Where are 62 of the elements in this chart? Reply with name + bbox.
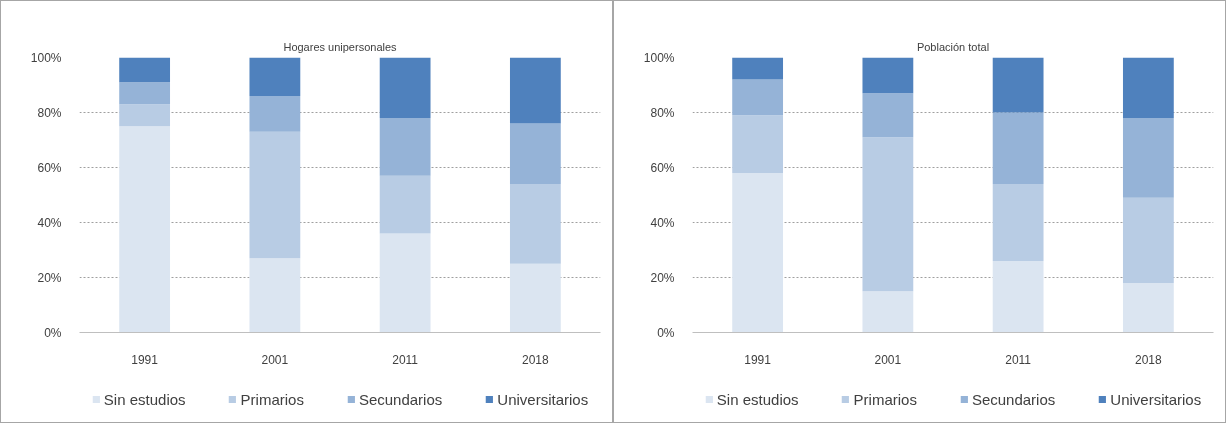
bar <box>732 173 784 333</box>
y-tick-label: 0% <box>44 325 62 340</box>
y-tick-label: 100% <box>643 50 675 65</box>
legend-label: Universitarios <box>497 390 589 408</box>
bar <box>732 57 784 80</box>
legend-label: Primarios <box>240 390 304 408</box>
y-tick-label: 40% <box>37 215 62 230</box>
x-tick-label: 2018 <box>1135 352 1163 367</box>
x-tick-label: 1991 <box>131 352 159 367</box>
x-tick-label: 2001 <box>874 352 902 367</box>
bar <box>509 263 561 333</box>
bar <box>119 126 171 333</box>
bar <box>509 184 561 264</box>
bar <box>379 118 431 176</box>
bar <box>249 57 301 96</box>
bar <box>249 96 301 132</box>
chart-title: Hogares unipersonales <box>283 40 398 53</box>
x-tick-label: 1991 <box>744 352 772 367</box>
x-tick-label: 2011 <box>392 352 419 367</box>
y-tick-label: 100% <box>30 50 62 65</box>
bar <box>1122 197 1174 283</box>
x-tick-label: 2018 <box>522 352 550 367</box>
legend-label: Sin estudios <box>103 390 186 408</box>
legend-label: Secundarios <box>358 390 443 408</box>
y-tick-label: 20% <box>650 270 675 285</box>
y-tick-label: 0% <box>657 325 675 340</box>
bar <box>119 104 171 127</box>
bar <box>732 115 784 173</box>
bar <box>862 93 914 138</box>
bar <box>862 291 914 333</box>
chart-title: Población total <box>916 40 990 53</box>
y-tick-label: 20% <box>37 270 62 285</box>
bar <box>249 131 301 259</box>
bar <box>992 112 1044 184</box>
x-tick-label: 2001 <box>261 352 289 367</box>
bar <box>862 57 914 94</box>
bar <box>249 258 301 333</box>
y-tick-label: 60% <box>37 160 62 175</box>
bar <box>379 57 431 118</box>
bar <box>1122 118 1174 198</box>
bar <box>992 57 1044 113</box>
bar <box>1122 57 1174 118</box>
legend-label: Primarios <box>853 390 917 408</box>
bar <box>992 184 1044 261</box>
bar <box>509 57 561 124</box>
y-tick-label: 60% <box>650 160 675 175</box>
bar <box>862 137 914 292</box>
bar <box>379 175 431 234</box>
y-tick-label: 80% <box>650 105 675 120</box>
bar <box>992 261 1044 333</box>
bar <box>379 233 431 333</box>
legend-label: Sin estudios <box>716 390 799 408</box>
bar <box>732 79 784 116</box>
y-tick-label: 80% <box>37 105 62 120</box>
legend-label: Universitarios <box>1110 390 1202 408</box>
bar <box>119 57 171 83</box>
bar <box>509 123 561 184</box>
bar <box>119 82 171 105</box>
legend-label: Secundarios <box>971 390 1056 408</box>
bar <box>1122 283 1174 333</box>
y-tick-label: 40% <box>650 215 675 230</box>
x-tick-label: 2011 <box>1005 352 1032 367</box>
